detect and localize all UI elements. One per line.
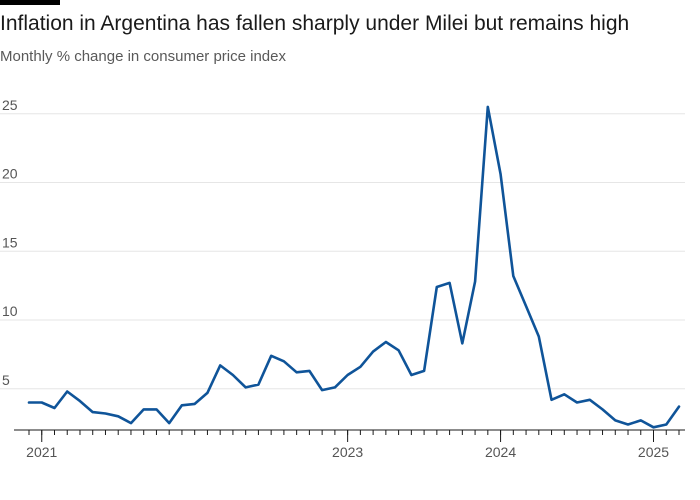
chart-subtitle: Monthly % change in consumer price index xyxy=(0,48,286,65)
brand-bar xyxy=(0,0,60,5)
series-line xyxy=(27,105,681,429)
grid-lines: 5 10 15 20 25 xyxy=(0,97,685,390)
x-tick-label: 2025 xyxy=(638,444,669,460)
y-tick-label: 5 xyxy=(2,372,10,388)
y-tick-label: 15 xyxy=(2,234,18,250)
series-layer xyxy=(27,105,681,429)
y-tick-label: 25 xyxy=(2,97,18,113)
x-tick-label: 2023 xyxy=(332,444,363,460)
x-tick-label: 2024 xyxy=(485,444,516,460)
y-tick-label: 10 xyxy=(2,303,18,319)
x-axis: 2021 2023 2024 2025 xyxy=(14,429,685,460)
y-tick-label: 20 xyxy=(2,166,18,182)
chart-title: Inflation in Argentina has fallen sharpl… xyxy=(0,12,630,35)
x-tick-label: 2021 xyxy=(26,444,57,460)
